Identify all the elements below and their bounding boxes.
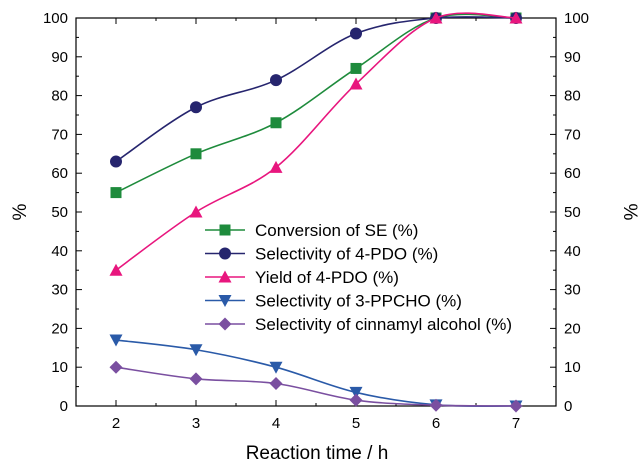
data-point — [509, 11, 523, 24]
data-point — [429, 11, 443, 24]
y-tick-label-right: 50 — [564, 204, 581, 221]
y-tick-label-right: 80 — [564, 88, 581, 105]
y-tick-label-left: 0 — [60, 398, 68, 415]
x-tick-label: 3 — [192, 415, 200, 432]
y-tick-label-right: 0 — [564, 398, 572, 415]
y-tick-label-right: 10 — [564, 359, 581, 376]
data-point — [349, 393, 363, 407]
x-axis-label: Reaction time / h — [246, 443, 389, 464]
data-point — [270, 117, 282, 129]
data-point — [350, 27, 362, 40]
data-point — [190, 148, 202, 160]
y-tick-label-left: 50 — [51, 204, 68, 221]
x-tick-label: 4 — [272, 415, 280, 432]
series-line — [115, 12, 517, 271]
y-tick-label-left: 40 — [51, 243, 68, 260]
legend-marker — [219, 247, 231, 260]
y-tick-label-left: 10 — [51, 359, 68, 376]
y-tick-label-right: 60 — [564, 165, 581, 182]
series-line — [115, 13, 517, 194]
series-line — [115, 16, 517, 163]
x-tick-label: 5 — [352, 415, 360, 432]
data-point — [109, 360, 123, 374]
data-point — [189, 205, 203, 218]
data-point — [349, 77, 363, 90]
legend-label: Yield of 4-PDO (%) — [255, 268, 399, 287]
series-line — [115, 339, 517, 407]
y-tick-label-left: 90 — [51, 49, 68, 66]
x-tick-label: 2 — [112, 415, 120, 432]
data-point — [429, 398, 443, 412]
data-point — [349, 386, 363, 399]
data-point — [110, 187, 122, 199]
y-tick-label-left: 80 — [51, 88, 68, 105]
y-tick-label-right: 100 — [564, 10, 589, 27]
legend-marker — [218, 295, 232, 307]
series-1 — [110, 12, 522, 168]
series-0 — [110, 12, 522, 199]
x-tick-label: 7 — [512, 415, 520, 432]
y-tick-label-left: 60 — [51, 165, 68, 182]
legend: Conversion of SE (%) Selectivity of 4-PDO… — [205, 221, 512, 334]
y-tick-label-left: 20 — [51, 320, 68, 337]
data-point — [190, 101, 202, 114]
legend-marker — [218, 270, 232, 283]
y-tick-label-left: 100 — [43, 10, 68, 27]
legend-label: Selectivity of cinnamyl alcohol (%) — [255, 315, 512, 334]
data-point — [109, 334, 123, 347]
legend-marker — [218, 317, 232, 331]
plot-frame — [75, 17, 557, 407]
legend-label: Selectivity of 3-PPCHO (%) — [255, 292, 462, 311]
data-point — [270, 74, 282, 87]
data-point — [189, 372, 203, 386]
y-tick-label-right: 30 — [564, 282, 581, 299]
data-point — [269, 160, 283, 173]
series-line — [115, 366, 517, 407]
series-4 — [109, 360, 523, 413]
data-point — [269, 376, 283, 390]
legend-marker — [219, 224, 231, 236]
data-point — [110, 155, 122, 168]
data-point — [269, 361, 283, 374]
data-point — [109, 263, 123, 276]
y-axis-label-right: % — [619, 204, 638, 221]
series-layer — [109, 11, 523, 413]
y-tick-label-right: 20 — [564, 320, 581, 337]
x-tick-label: 6 — [432, 415, 440, 432]
y-tick-label-left: 70 — [51, 126, 68, 143]
series-2 — [109, 11, 523, 276]
legend-label: Selectivity of 4-PDO (%) — [255, 245, 438, 264]
data-point — [350, 62, 362, 74]
y-tick-label-right: 70 — [564, 126, 581, 143]
data-point — [189, 344, 203, 357]
y-tick-label-right: 40 — [564, 243, 581, 260]
y-axis-label-left: % — [10, 203, 31, 220]
legend-label: Conversion of SE (%) — [255, 221, 418, 240]
y-tick-label-left: 30 — [51, 282, 68, 299]
series-3 — [109, 334, 523, 413]
data-point — [509, 399, 523, 413]
y-tick-label-right: 90 — [564, 49, 581, 66]
